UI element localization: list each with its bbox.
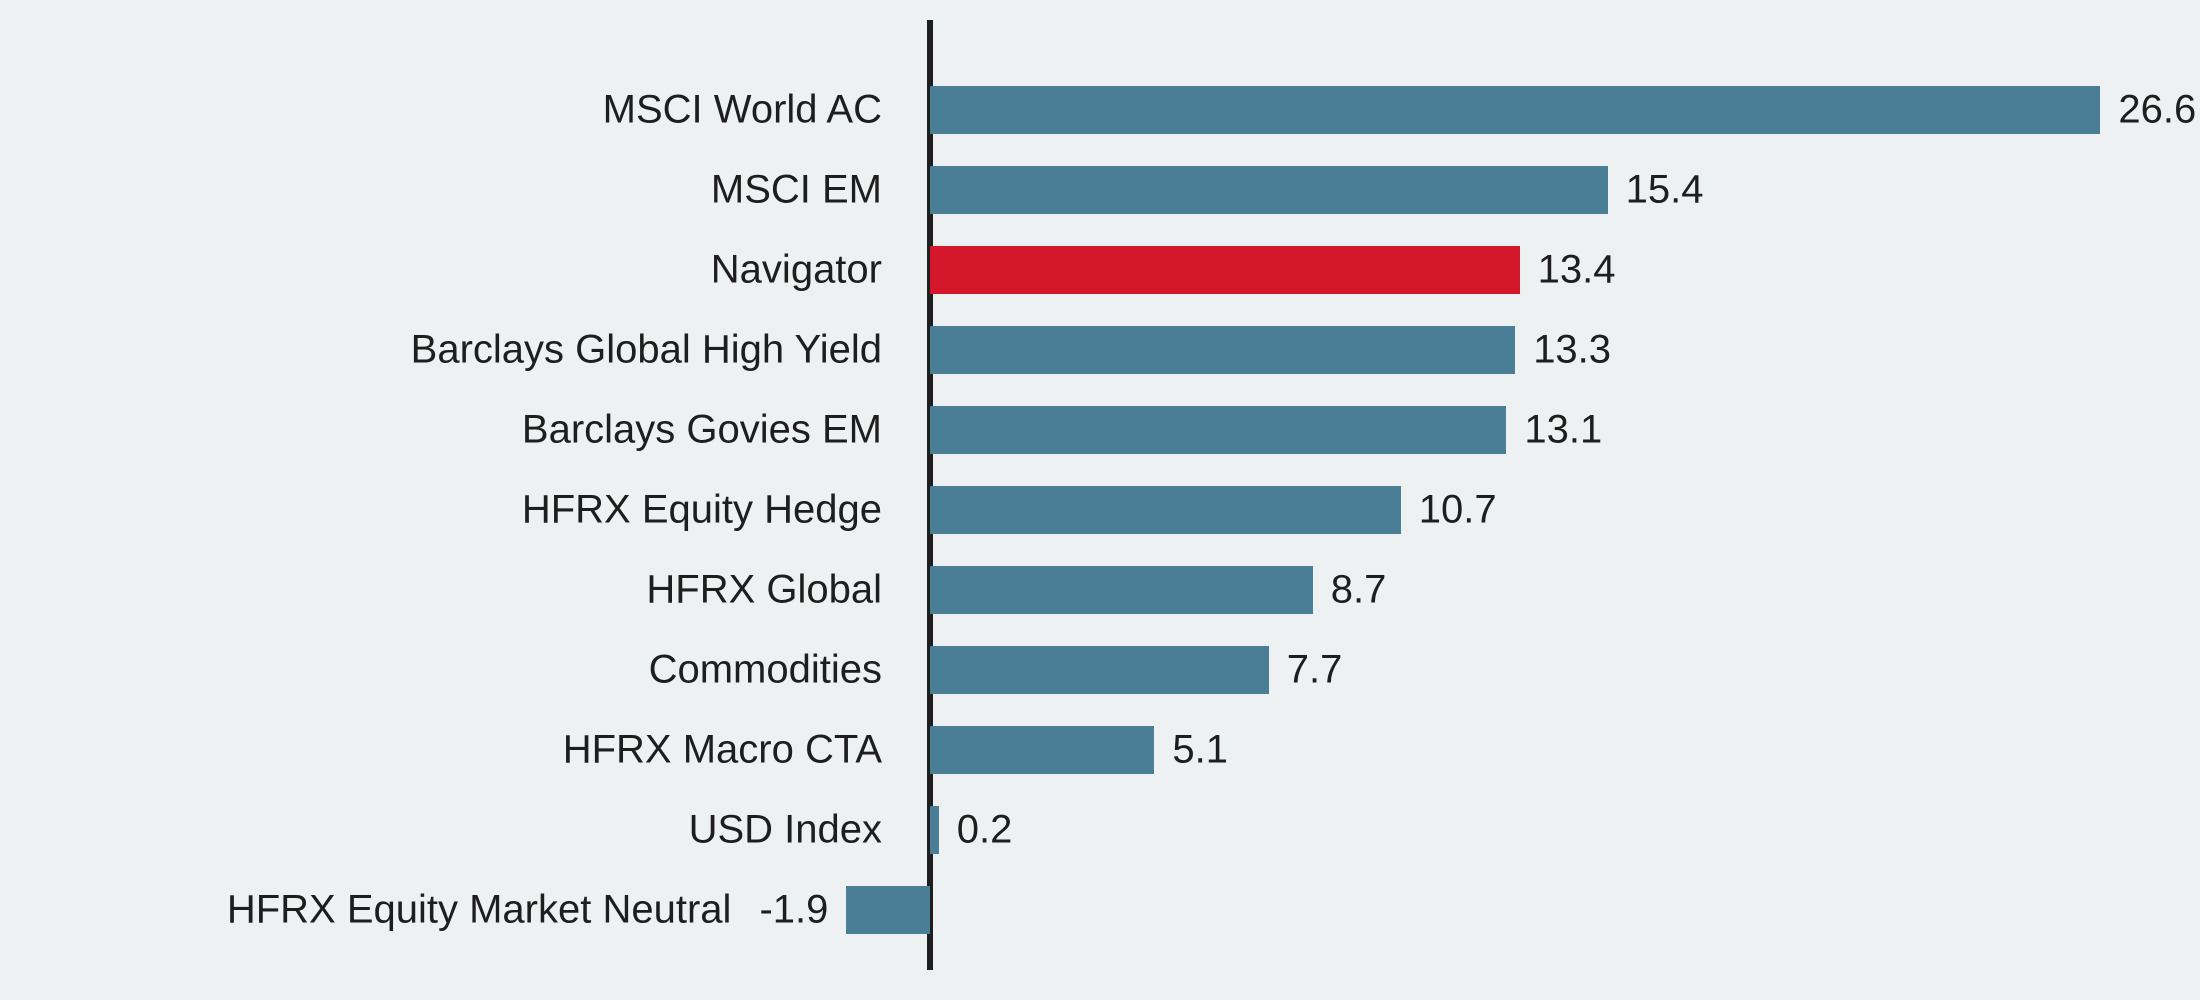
- category-label: HFRX Equity Hedge: [522, 488, 882, 533]
- bar-row: HFRX Equity Hedge 10.7: [0, 470, 2200, 550]
- bar-row: Barclays Global High Yield 13.3: [0, 310, 2200, 390]
- value-label: 0.2: [957, 808, 1013, 853]
- bar: [930, 486, 1401, 534]
- category-label: MSCI EM: [711, 168, 882, 213]
- bar-row: HFRX Global 8.7: [0, 550, 2200, 630]
- bar: [930, 86, 2100, 134]
- bar: [930, 806, 939, 854]
- bar-row: Commodities 7.7: [0, 630, 2200, 710]
- category-label: USD Index: [689, 808, 882, 853]
- category-label: MSCI World AC: [603, 88, 882, 133]
- bar-row: USD Index 0.2: [0, 790, 2200, 870]
- bar-row: Barclays Govies EM 13.1: [0, 390, 2200, 470]
- value-label: 13.4: [1538, 248, 1616, 293]
- bar: [930, 326, 1515, 374]
- value-label: 10.7: [1419, 488, 1497, 533]
- value-label: 8.7: [1331, 568, 1387, 613]
- bar-row: HFRX Equity Market Neutral -1.9: [0, 870, 2200, 950]
- bar: [930, 246, 1520, 294]
- category-label: HFRX Global: [646, 568, 882, 613]
- value-label: 13.3: [1533, 328, 1611, 373]
- performance-bar-chart: MSCI World AC 26.6 MSCI EM 15.4 Navigator 13.…: [0, 0, 2200, 1000]
- value-label: -1.9: [759, 888, 828, 933]
- bar-row: HFRX Macro CTA 5.1: [0, 710, 2200, 790]
- bar: [930, 566, 1313, 614]
- bar: [930, 726, 1154, 774]
- bar: [846, 886, 930, 934]
- value-label: 26.6: [2118, 88, 2196, 133]
- value-label: 7.7: [1287, 648, 1343, 693]
- category-label: Commodities: [649, 648, 882, 693]
- value-label: 13.1: [1524, 408, 1602, 453]
- category-label: Navigator: [711, 248, 882, 293]
- category-label: HFRX Equity Market Neutral: [227, 888, 732, 933]
- value-label: 15.4: [1626, 168, 1704, 213]
- bar-row: MSCI EM 15.4: [0, 150, 2200, 230]
- bar-row: MSCI World AC 26.6: [0, 70, 2200, 150]
- bar-row: Navigator 13.4: [0, 230, 2200, 310]
- category-label: Barclays Global High Yield: [411, 328, 882, 373]
- bar: [930, 406, 1506, 454]
- bar: [930, 166, 1608, 214]
- bar: [930, 646, 1269, 694]
- category-label: HFRX Macro CTA: [563, 728, 882, 773]
- category-label: Barclays Govies EM: [522, 408, 882, 453]
- value-label: 5.1: [1172, 728, 1228, 773]
